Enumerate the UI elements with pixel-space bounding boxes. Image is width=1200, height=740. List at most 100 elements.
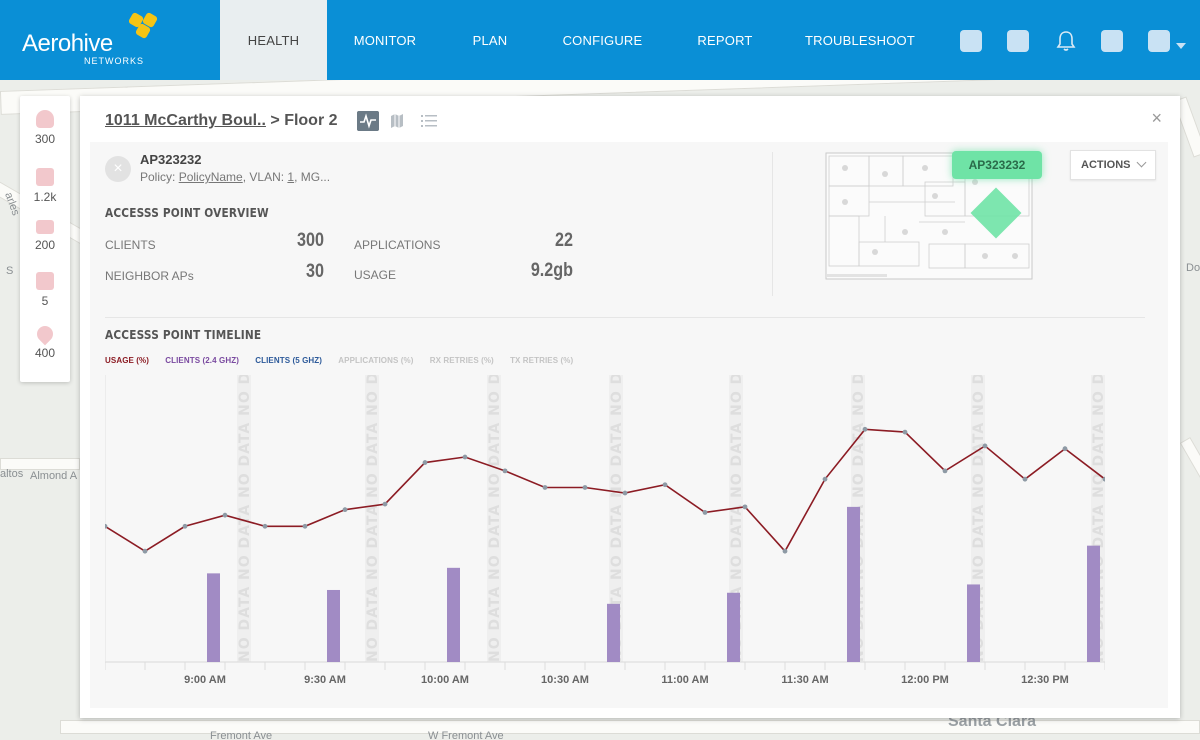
usage-point (1022, 476, 1028, 482)
clients-bar (1087, 545, 1100, 662)
map-road (0, 458, 80, 470)
deselect-ap-button[interactable]: × (105, 156, 131, 182)
usage-point (462, 454, 468, 460)
chevron-down-icon[interactable] (1176, 43, 1186, 49)
nav-plan[interactable]: PLAN (472, 33, 508, 48)
usage-point (262, 523, 268, 529)
actions-button[interactable]: ACTIONS (1070, 150, 1156, 180)
map-label: Almond A (30, 470, 78, 482)
usage-point (742, 504, 748, 510)
x-tick-label: 9:30 AM (304, 674, 346, 686)
rail-item-locations[interactable]: 400 (20, 322, 70, 360)
clients-label: CLIENTS (105, 238, 156, 252)
usage-point (382, 501, 388, 507)
usage-point (542, 485, 548, 490)
legend-tx-retries[interactable]: TX RETRIES (%) (510, 356, 574, 365)
video-icon (36, 168, 54, 186)
user-icon[interactable] (1148, 30, 1170, 52)
usage-point (942, 468, 948, 474)
map-label: Fremont Ave (210, 730, 273, 740)
x-tick-label: 10:30 AM (541, 674, 589, 686)
logo-text: Aerohive (22, 30, 113, 57)
overview-title: ACCESSS POINT OVERVIEW (105, 206, 269, 220)
app-icon[interactable] (1007, 30, 1029, 52)
no-data-label: NO DATA NO DATA NO DATA NO DATA NO DATA (237, 375, 253, 662)
map-icon[interactable] (387, 111, 409, 131)
usage-point (622, 490, 628, 496)
ap-name: AP323232 (140, 152, 202, 167)
usage-point (982, 443, 988, 449)
usage-point (782, 548, 788, 554)
legend-clients-5ghz[interactable]: CLIENTS (5 GHZ) (255, 356, 323, 365)
nav-health[interactable]: HEALTH (220, 0, 327, 80)
rail-item-media[interactable]: 1.2k (20, 168, 70, 204)
close-icon[interactable]: × (1151, 108, 1162, 128)
map-label: altos (0, 468, 24, 480)
usage-point (222, 512, 228, 518)
x-tick-label: 10:00 AM (421, 674, 469, 686)
no-data-label: NO DATA NO DATA NO DATA NO DATA NO DATA (729, 375, 745, 662)
vlan-label: , VLAN: (242, 170, 288, 184)
legend-usage[interactable]: USAGE (%) (105, 356, 150, 365)
usage-point (902, 429, 908, 435)
no-data-band (609, 375, 623, 662)
rail-value: 5 (41, 294, 49, 308)
rail-item-users[interactable]: 300 (20, 110, 70, 146)
clients-bar (727, 592, 740, 662)
bell-icon[interactable] (1056, 30, 1076, 52)
switch-icon (36, 272, 54, 290)
usage-point (1102, 476, 1105, 482)
app-icon[interactable] (960, 30, 982, 52)
neighbor-aps-value: 30 (306, 261, 324, 282)
vlan-link[interactable]: 1 (287, 170, 295, 184)
clients-bar (607, 603, 620, 662)
clients-bar (327, 589, 340, 662)
nav-configure[interactable]: CONFIGURE (562, 33, 643, 48)
clients-bar (207, 573, 220, 662)
no-data-band (365, 375, 379, 662)
legend-applications[interactable]: APPLICATIONS (%) (338, 356, 414, 365)
nav-troubleshoot[interactable]: TROUBLESHOOT (804, 33, 916, 48)
legend-clients-24ghz[interactable]: CLIENTS (2.4 GHZ) (165, 356, 239, 365)
breadcrumb: 1011 McCarthy Boul.. > Floor 2 (105, 112, 338, 130)
location-pin-icon (33, 322, 57, 346)
pulse-icon[interactable] (357, 111, 379, 131)
usage-point (862, 426, 868, 432)
applications-label: APPLICATIONS (354, 238, 441, 252)
user-icon (36, 110, 54, 128)
app-icon[interactable] (1101, 30, 1123, 52)
breadcrumb-building-link[interactable]: 1011 McCarthy Boul.. (105, 112, 266, 129)
logo-subtext: NETWORKS (84, 56, 145, 66)
divider (105, 317, 1145, 318)
usage-point (1062, 446, 1068, 452)
ap-detail-panel: 1011 McCarthy Boul.. > Floor 2 × × AP323… (80, 96, 1180, 718)
rail-item-switches[interactable]: 5 (20, 272, 70, 308)
usage-point (502, 468, 508, 474)
usage-line (105, 428, 1105, 553)
aerohive-logo[interactable]: Aerohive NETWORKS (22, 11, 162, 70)
x-tick-label: 12:30 PM (1021, 674, 1069, 686)
nav-report[interactable]: REPORT (697, 33, 753, 48)
nav-monitor[interactable]: MONITOR (353, 33, 417, 48)
policy-name-link[interactable]: PolicyName (178, 170, 243, 184)
legend-rx-retries[interactable]: RX RETRIES (%) (429, 356, 494, 365)
rail-item-routers[interactable]: 200 (20, 220, 70, 252)
chevron-down-icon (1136, 157, 1147, 168)
top-nav-bar: Aerohive NETWORKS HEALTH MONITOR PLAN CO… (0, 0, 1200, 80)
rail-value: 200 (34, 238, 56, 252)
timeline-title: ACCESSS POINT TIMELINE (105, 328, 262, 342)
ap-content: × AP323232 Policy: PolicyName, VLAN: 1, … (90, 142, 1168, 708)
ap-floor-badge[interactable]: AP323232 (952, 151, 1042, 179)
stats-rail: 300 1.2k 200 5 400 (20, 96, 70, 382)
usage-point (342, 507, 348, 513)
list-icon[interactable] (418, 111, 440, 131)
timeline-chart[interactable]: NO DATA NO DATA NO DATA NO DATA NO DATA N… (105, 375, 1105, 701)
map-label: S (6, 265, 14, 277)
no-data-label: NO DATA NO DATA NO DATA NO DATA NO DATA (487, 375, 503, 662)
rail-value: 400 (34, 346, 56, 360)
usage-point (302, 523, 308, 529)
usage-point (105, 523, 108, 529)
x-tick-label: 11:30 AM (781, 674, 828, 686)
rail-value: 300 (34, 132, 56, 146)
x-tick-label: 9:00 AM (184, 674, 226, 686)
